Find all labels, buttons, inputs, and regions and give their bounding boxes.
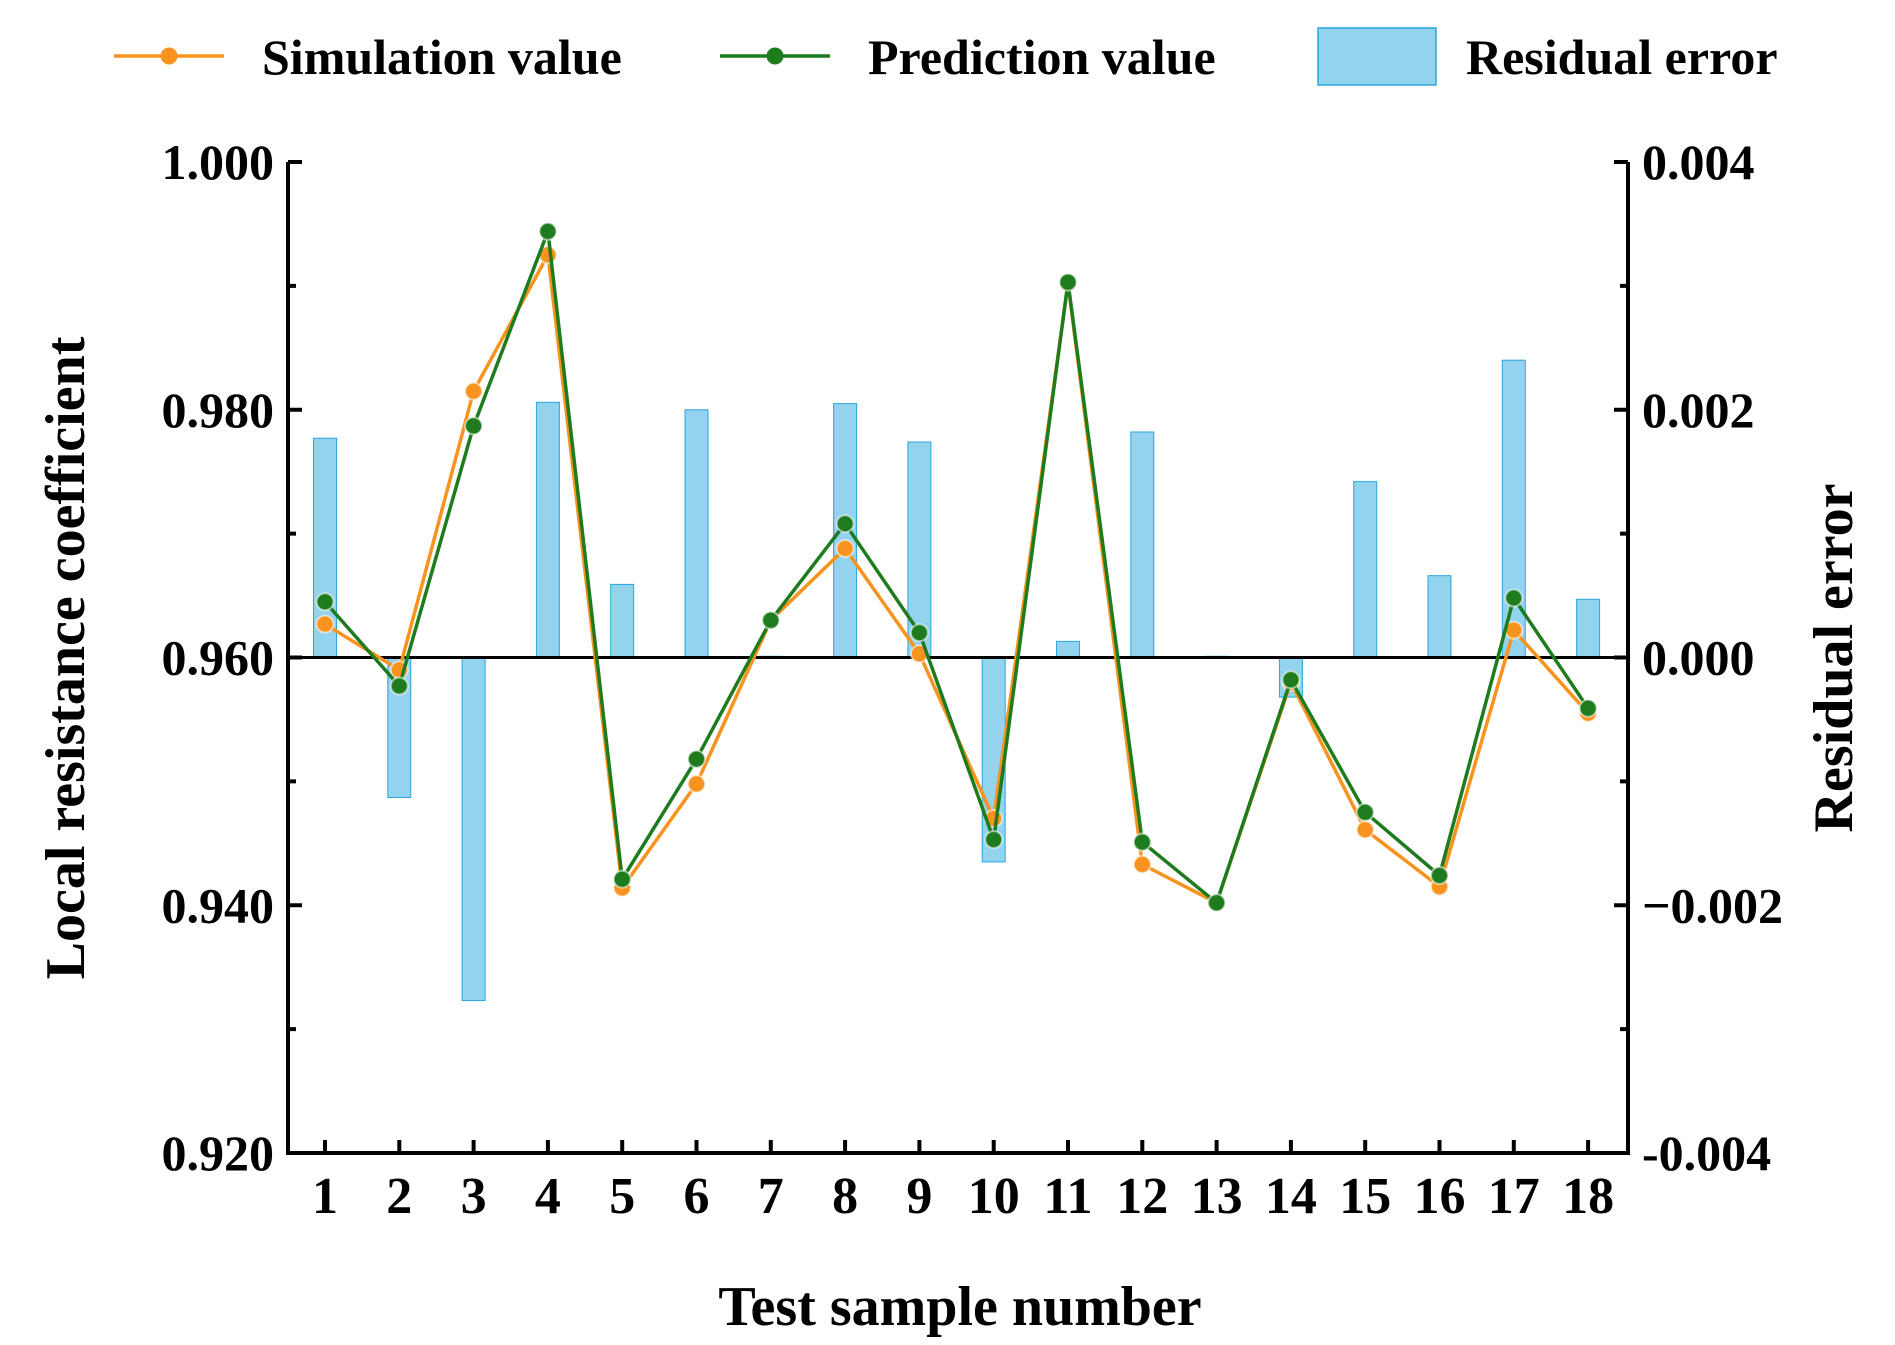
prediction-point — [1281, 670, 1301, 690]
residual-bar — [1353, 481, 1378, 658]
prediction-point — [1207, 893, 1227, 913]
prediction-point — [389, 676, 409, 696]
simulation-point — [315, 614, 335, 634]
simulation-line — [324, 253, 1590, 905]
prediction-point — [761, 610, 781, 630]
x-tick-label: 8 — [832, 1168, 858, 1225]
x-axis-title: Test sample number — [718, 1276, 1201, 1338]
prediction-point — [909, 623, 929, 643]
prediction-point — [1355, 802, 1375, 822]
x-tick-label: 11 — [1043, 1168, 1092, 1225]
prediction-point — [1504, 588, 1524, 608]
axes: 0.920 0.940 0.960 0.980 1.000 -0.004 −0.002 0.0… — [162, 134, 1784, 1225]
prediction-point — [1132, 832, 1152, 852]
simulation-point — [1355, 820, 1375, 840]
simulation-legend-label: Simulation value — [262, 29, 622, 85]
y-right-tick-label: -0.004 — [1642, 1125, 1771, 1181]
prediction-point — [612, 869, 632, 889]
residual-legend-swatch — [1317, 27, 1437, 86]
legend: Simulation value Prediction value Residual… — [114, 27, 1778, 86]
prediction-point — [1430, 866, 1449, 885]
simulation-point — [835, 539, 855, 558]
x-tick-label: 18 — [1562, 1168, 1614, 1225]
series-lines — [315, 221, 1598, 913]
simulation-legend-marker — [160, 47, 178, 65]
residual-bar — [1056, 640, 1080, 659]
residual-bar — [1130, 431, 1155, 658]
x-tick-label: 14 — [1265, 1168, 1317, 1225]
y-left-tick-label: 0.980 — [162, 382, 275, 438]
x-tick-label: 5 — [609, 1168, 635, 1225]
prediction-legend-label: Prediction value — [868, 29, 1216, 85]
simulation-point — [464, 381, 484, 401]
residual-legend-label: Residual error — [1466, 29, 1778, 85]
residual-bar — [461, 657, 486, 1002]
x-tick-label: 17 — [1488, 1168, 1540, 1225]
simulation-point — [687, 774, 706, 794]
prediction-point — [1058, 272, 1078, 292]
y-left-tick-label: 1.000 — [162, 134, 275, 190]
y-axis-right-title: Residual error — [1803, 484, 1865, 833]
x-tick-label: 12 — [1116, 1168, 1168, 1225]
prediction-point — [315, 592, 335, 612]
prediction-point — [538, 221, 558, 241]
residual-bar — [535, 401, 560, 658]
prediction-point — [835, 514, 855, 534]
x-tick-label: 3 — [461, 1168, 487, 1225]
prediction-line — [323, 229, 1590, 905]
y-left-tick-label: 0.920 — [162, 1125, 275, 1181]
x-tick-label: 10 — [968, 1168, 1020, 1225]
y-right-tick-label: 0.002 — [1642, 382, 1755, 438]
y-axis-left-title: Local resistance coefficient — [35, 336, 97, 979]
x-tick-label: 2 — [386, 1168, 412, 1225]
y-right-tick-label: 0.004 — [1642, 134, 1755, 190]
y-right-tick-label: 0.000 — [1642, 630, 1755, 686]
x-tick-label: 13 — [1191, 1168, 1243, 1225]
x-tick-label: 4 — [535, 1168, 561, 1225]
x-tick-label: 16 — [1414, 1168, 1466, 1225]
x-tick-label: 15 — [1339, 1168, 1391, 1225]
prediction-point — [464, 416, 484, 436]
x-tick-label: 9 — [906, 1168, 932, 1225]
prediction-point — [1578, 698, 1598, 718]
residual-bars — [313, 359, 1601, 1002]
prediction-point — [984, 830, 1004, 850]
prediction-legend-marker — [766, 47, 784, 65]
x-tick-label: 1 — [312, 1168, 338, 1225]
x-tick-label: 6 — [684, 1168, 710, 1225]
residual-bar — [1576, 598, 1601, 658]
residual-bar — [1427, 575, 1452, 659]
simulation-point — [1132, 854, 1152, 874]
y-right-tick-label: −0.002 — [1642, 877, 1783, 933]
residual-bar — [610, 583, 635, 659]
x-tick-label: 7 — [758, 1168, 784, 1225]
residual-bar — [684, 409, 709, 659]
y-left-tick-label: 0.960 — [162, 630, 275, 686]
y-left-tick-label: 0.940 — [162, 877, 275, 933]
prediction-point — [687, 749, 706, 769]
